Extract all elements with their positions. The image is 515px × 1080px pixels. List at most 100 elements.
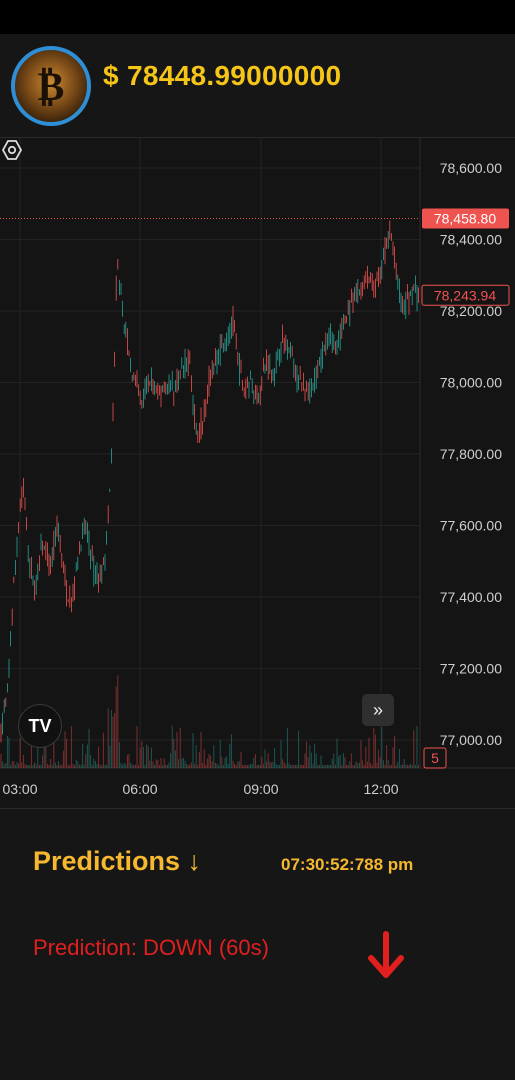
volume-bar: [144, 764, 146, 768]
price-chart[interactable]: 78,600.00 78,400.00 78,200.00 78,000.00 77,8…: [0, 137, 515, 809]
volume-bar: [330, 764, 332, 768]
volume-bar: [389, 764, 391, 768]
volume-bar: [394, 736, 396, 768]
volume-bar: [315, 753, 317, 768]
volume-bar: [243, 765, 245, 768]
volume-bar: [13, 761, 15, 768]
volume-bar: [154, 764, 156, 768]
volume-bar: [264, 749, 266, 768]
volume-bar: [93, 758, 95, 768]
volume-bar: [226, 756, 228, 768]
gear-icon[interactable]: [0, 138, 24, 162]
y-axis: 78,600.00 78,400.00 78,200.00 78,000.00 77,8…: [440, 160, 502, 748]
volume-bar: [418, 764, 420, 768]
chart-canvas[interactable]: 78,600.00 78,400.00 78,200.00 78,000.00 77,8…: [0, 138, 515, 808]
volume-bar: [246, 764, 248, 768]
volume-bar: [272, 761, 274, 768]
volume-bar: [69, 764, 71, 768]
y-tick-label: 78,600.00: [440, 160, 502, 176]
volume-bar: [392, 747, 394, 768]
volume-bar: [189, 764, 191, 768]
volume-bar: [117, 675, 119, 768]
volume-bar: [56, 764, 58, 768]
bitcoin-icon: ₿: [11, 46, 91, 126]
volume-bar: [234, 763, 236, 768]
volume-bar: [42, 755, 44, 768]
volume-bar: [362, 760, 364, 768]
volume-bar: [104, 765, 106, 768]
last-price-label: 78,458.80: [434, 210, 496, 226]
volume-bar: [122, 764, 124, 768]
volume-bar: [317, 764, 319, 768]
volume-bar: [387, 760, 389, 768]
volume-bar: [245, 764, 247, 768]
y-tick-label: 77,800.00: [440, 446, 502, 462]
volume-bar: [309, 744, 311, 768]
volume-bar: [216, 763, 218, 768]
volume-bar: [187, 764, 189, 768]
volume-bar: [149, 760, 151, 768]
volume-bars: [0, 675, 420, 768]
volume-bar: [413, 730, 415, 768]
volume-bar: [22, 754, 24, 768]
volume-bar: [334, 764, 336, 768]
volume-bar: [270, 762, 272, 768]
volume-bar: [352, 764, 354, 768]
volume-bar: [290, 764, 292, 768]
volume-bar: [248, 764, 250, 768]
volume-bar: [29, 764, 31, 768]
volume-bar: [170, 753, 172, 768]
volume-bar: [402, 764, 404, 768]
volume-bar: [35, 764, 37, 768]
volume-bar: [410, 763, 412, 768]
volume-bar: [331, 758, 333, 768]
volume-bar: [213, 745, 215, 768]
volume-bar: [312, 763, 314, 768]
volume-bar: [347, 764, 349, 768]
volume-bar: [94, 760, 96, 768]
volume-bar: [368, 737, 370, 768]
volume-bar: [74, 764, 76, 768]
volume-bar: [227, 763, 229, 768]
volume-bar: [296, 764, 298, 768]
volume-bar: [19, 737, 21, 768]
volume-bar: [128, 753, 130, 768]
volume-bar: [205, 764, 207, 768]
volume-bar: [152, 761, 154, 768]
volume-bar: [333, 753, 335, 768]
volume-bar: [282, 759, 284, 768]
volume-bar: [70, 725, 72, 768]
arrow-down-icon: [368, 931, 404, 978]
volume-bar: [98, 746, 100, 768]
tradingview-logo[interactable]: TV: [18, 704, 62, 748]
volume-bar: [253, 757, 255, 768]
volume-bar: [6, 735, 8, 768]
volume-bar: [414, 764, 416, 768]
volume-bar: [27, 764, 29, 768]
volume-bar: [115, 686, 117, 768]
volume-bar: [133, 765, 135, 768]
volume-bar: [224, 757, 226, 768]
volume-bar: [139, 747, 141, 768]
volume-bar: [141, 740, 143, 768]
volume-bar: [395, 764, 397, 768]
x-tick-label: 03:00: [2, 781, 37, 797]
volume-bar: [386, 745, 388, 768]
scroll-to-realtime-button[interactable]: »: [362, 694, 394, 726]
volume-bar: [2, 761, 4, 768]
volume-bar: [10, 764, 12, 768]
volume-bar: [83, 764, 85, 768]
volume-bar: [390, 764, 392, 768]
volume-bar: [45, 740, 47, 768]
volume-bar: [186, 763, 188, 768]
volume-bar: [67, 764, 69, 768]
volume-bar: [363, 764, 365, 768]
volume-bar: [301, 764, 303, 768]
volume-bar: [251, 764, 253, 768]
volume-bar: [219, 739, 221, 768]
x-tick-label: 06:00: [122, 781, 157, 797]
volume-bar: [86, 744, 88, 768]
volume-bar: [112, 716, 114, 768]
volume-bar: [259, 764, 261, 768]
volume-bar: [5, 763, 7, 768]
